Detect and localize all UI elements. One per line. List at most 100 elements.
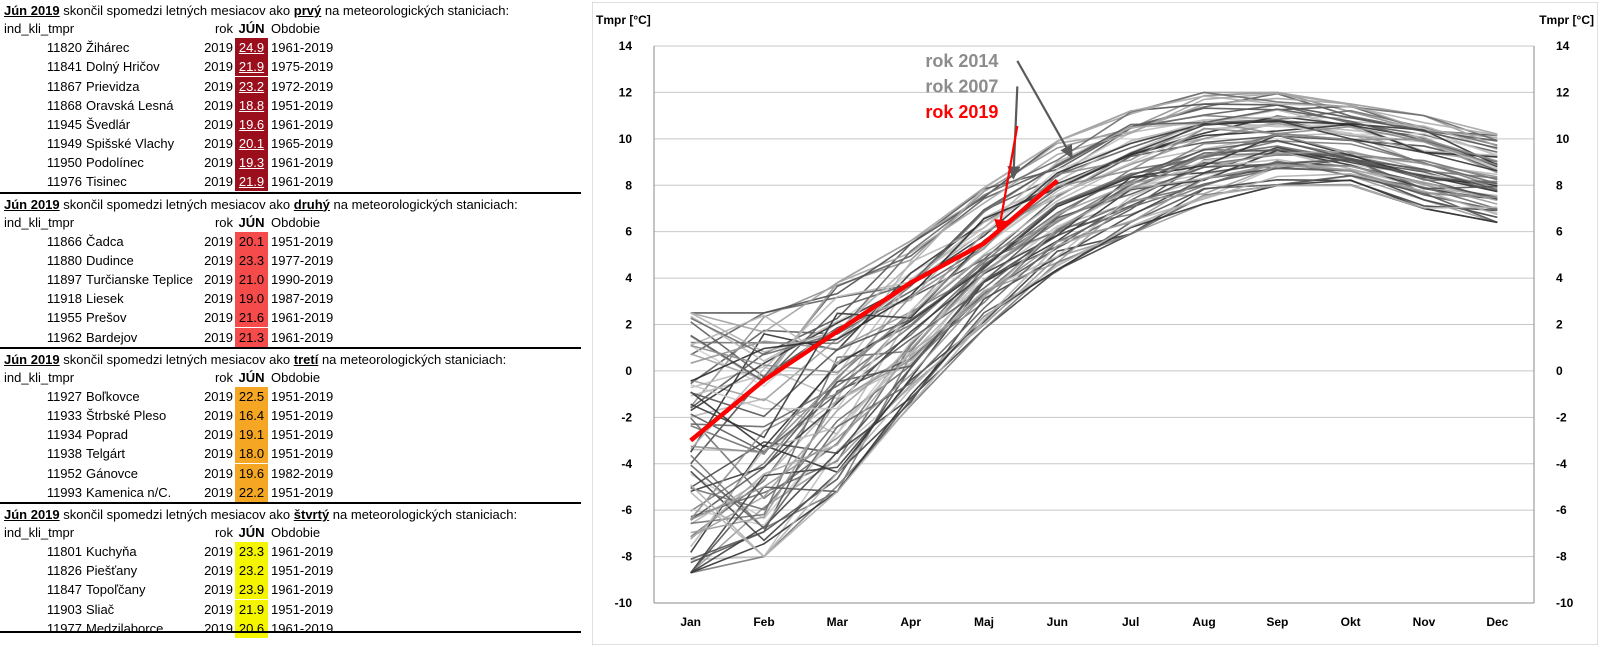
june-temperature: 18.8 xyxy=(235,95,268,115)
june-temperature: 24.9 xyxy=(235,38,268,58)
june-temperature: 23.9 xyxy=(235,580,268,600)
section-title-rank: druhý xyxy=(293,196,330,212)
x-tick-label: Apr xyxy=(900,615,921,629)
table-row: 11801 Kuchyňa 2019 23.3 1961-2019 xyxy=(0,542,581,562)
station-period: 1951-2019 xyxy=(271,446,334,462)
station-period: 1961-2019 xyxy=(271,620,334,636)
x-tick-label: Aug xyxy=(1192,615,1215,629)
table-row: 11927 Boľkovce 2019 22.5 1951-2019 xyxy=(0,386,581,406)
y-tick-label-right: -4 xyxy=(1556,457,1567,471)
table-row: 11866 Čadca 2019 20.1 1951-2019 xyxy=(0,231,581,251)
section-separator xyxy=(0,191,581,194)
table-row: 11841 Dolný Hričov 2019 21.9 1975-2019 xyxy=(0,57,581,77)
background-year-line xyxy=(690,163,1498,521)
station-id: 11868 xyxy=(46,97,82,113)
x-tick-label: Maj xyxy=(974,615,994,629)
june-temperature: 21.9 xyxy=(235,57,268,77)
section-title: Jún 2019 skončil spomedzi letných mesiac… xyxy=(4,3,510,18)
june-temperature: 19.3 xyxy=(235,153,268,173)
station-period: 1961-2019 xyxy=(271,544,334,560)
table-row: 11897 Turčianske Teplice 2019 21.0 1990-2019 xyxy=(0,270,581,290)
y-tick-label-right: 2 xyxy=(1556,318,1563,332)
table-header: ind_kli_tmpr rok JÚN Obdobie xyxy=(0,368,581,387)
axes: -10 -10 -8 -8 -6 -6 -4 -4 -2 -2 0 0 2 2 4 4 6 6 8 8 10 10 12 12… xyxy=(596,13,1594,629)
station-name: Liesek xyxy=(86,291,124,307)
background-year-line xyxy=(690,184,1498,558)
header-ind: ind_kli_tmpr xyxy=(4,369,75,385)
station-id: 11880 xyxy=(46,252,82,268)
y-tick-label-left: 10 xyxy=(619,132,633,146)
station-name: Dolný Hričov xyxy=(86,59,160,75)
background-year-line xyxy=(690,125,1498,374)
station-period: 1961-2019 xyxy=(271,329,334,345)
station-year: 2019 xyxy=(204,582,233,598)
station-id: 11938 xyxy=(46,446,82,462)
section-title: Jún 2019 skončil spomedzi letných mesiac… xyxy=(4,351,507,367)
station-period: 1975-2019 xyxy=(271,59,334,75)
station-year: 2019 xyxy=(204,544,233,560)
y-tick-label-left: -2 xyxy=(621,410,632,424)
station-id: 11993 xyxy=(46,484,82,500)
station-name: Štrbské Pleso xyxy=(86,408,167,424)
june-temperature: 22.5 xyxy=(235,386,268,406)
june-temperature: 21.0 xyxy=(235,270,268,290)
background-year-line xyxy=(690,119,1498,439)
background-year-line xyxy=(690,179,1498,574)
section-separator xyxy=(0,501,581,504)
station-period: 1951-2019 xyxy=(271,233,334,249)
section-title-month: Jún 2019 xyxy=(4,506,60,522)
background-series xyxy=(690,91,1498,574)
y-tick-label-left: 14 xyxy=(619,39,633,53)
station-year: 2019 xyxy=(204,291,233,307)
station-tables: Jún 2019 skončil spomedzi letných mesiac… xyxy=(0,0,581,647)
y-tick-label-right: 14 xyxy=(1556,39,1570,53)
june-temperature: 23.3 xyxy=(235,250,268,270)
station-period: 1990-2019 xyxy=(271,272,334,288)
station-year: 2019 xyxy=(204,116,233,132)
station-period: 1982-2019 xyxy=(271,465,334,481)
section-title-month: Jún 2019 xyxy=(4,351,60,367)
y-axis-title-right: Tmpr [°C] xyxy=(1539,13,1594,27)
station-year: 2019 xyxy=(204,59,233,75)
background-year-line xyxy=(690,134,1498,520)
station-id: 11866 xyxy=(46,233,82,249)
station-year: 2019 xyxy=(204,155,233,171)
y-tick-label-left: 4 xyxy=(625,271,632,285)
station-year: 2019 xyxy=(204,272,233,288)
x-tick-label: Jan xyxy=(680,615,701,629)
june-temperature: 21.3 xyxy=(235,327,268,347)
section-title-rank: prvý xyxy=(293,3,322,18)
annotation-label: rok 2007 xyxy=(925,76,998,96)
background-year-line xyxy=(690,91,1498,333)
station-year: 2019 xyxy=(204,97,233,113)
y-tick-label-left: -4 xyxy=(621,457,632,471)
background-year-line xyxy=(690,92,1498,379)
y-tick-label-right: 0 xyxy=(1556,364,1563,378)
x-tick-label: Jun xyxy=(1047,615,1068,629)
june-temperature: 19.6 xyxy=(235,463,268,483)
y-tick-label-right: -2 xyxy=(1556,410,1567,424)
table-header: ind_kli_tmpr rok JÚN Obdobie xyxy=(0,213,581,232)
header-rok: rok xyxy=(214,214,233,230)
y-tick-label-left: 0 xyxy=(625,364,632,378)
station-id: 11934 xyxy=(46,427,82,443)
station-name: Dudince xyxy=(86,252,134,268)
station-period: 1951-2019 xyxy=(271,408,334,424)
station-id: 11897 xyxy=(46,272,82,288)
station-id: 11952 xyxy=(46,465,82,481)
station-period: 1961-2019 xyxy=(271,174,334,190)
station-name: Švedlár xyxy=(86,116,131,132)
station-year: 2019 xyxy=(204,446,233,462)
station-year: 2019 xyxy=(204,563,233,579)
station-id: 11867 xyxy=(46,78,82,94)
june-temperature: 23.2 xyxy=(235,76,268,96)
table-row: 11847 Topoľčany 2019 23.9 1961-2019 xyxy=(0,580,581,600)
station-year: 2019 xyxy=(204,40,233,56)
background-year-line xyxy=(690,172,1498,558)
station-id: 11826 xyxy=(46,563,82,579)
header-obdobie: Obdobie xyxy=(271,214,321,230)
station-period: 1951-2019 xyxy=(271,563,334,579)
station-period: 1961-2019 xyxy=(271,582,334,598)
station-period: 1961-2019 xyxy=(271,310,334,326)
station-year: 2019 xyxy=(204,310,233,326)
